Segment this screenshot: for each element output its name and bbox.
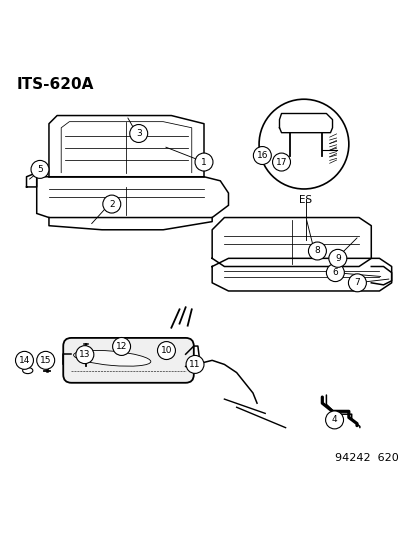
Circle shape: [253, 147, 271, 165]
Text: 2: 2: [109, 199, 114, 208]
FancyBboxPatch shape: [63, 338, 193, 383]
Text: 4: 4: [331, 415, 337, 424]
Text: 8: 8: [314, 246, 320, 255]
Text: 1: 1: [201, 158, 206, 166]
Circle shape: [129, 125, 147, 142]
Text: 3: 3: [135, 129, 141, 138]
Circle shape: [37, 351, 55, 369]
Circle shape: [15, 351, 33, 369]
Text: 12: 12: [116, 342, 127, 351]
Ellipse shape: [74, 350, 150, 366]
Ellipse shape: [23, 367, 33, 374]
Circle shape: [157, 342, 175, 360]
Text: 94242  620: 94242 620: [334, 453, 397, 463]
Text: 6: 6: [332, 268, 337, 277]
Circle shape: [325, 411, 343, 429]
Text: ES: ES: [299, 195, 312, 205]
Text: 14: 14: [19, 356, 30, 365]
Text: 13: 13: [79, 350, 90, 359]
Circle shape: [308, 242, 325, 260]
Text: 5: 5: [37, 165, 43, 174]
Circle shape: [325, 264, 344, 281]
Circle shape: [76, 346, 94, 364]
Circle shape: [259, 99, 348, 189]
Text: ITS-620A: ITS-620A: [16, 77, 93, 92]
Circle shape: [112, 337, 130, 356]
Text: 10: 10: [160, 346, 172, 355]
Circle shape: [195, 153, 212, 171]
Text: 11: 11: [189, 360, 200, 369]
Circle shape: [348, 274, 366, 292]
Circle shape: [328, 249, 346, 268]
Circle shape: [185, 356, 204, 374]
Circle shape: [31, 160, 49, 179]
Text: 17: 17: [275, 158, 287, 166]
Text: 9: 9: [334, 254, 340, 263]
Text: 15: 15: [40, 356, 51, 365]
Circle shape: [272, 153, 290, 171]
Text: 16: 16: [256, 151, 268, 160]
Circle shape: [102, 195, 121, 213]
Text: 7: 7: [354, 278, 359, 287]
